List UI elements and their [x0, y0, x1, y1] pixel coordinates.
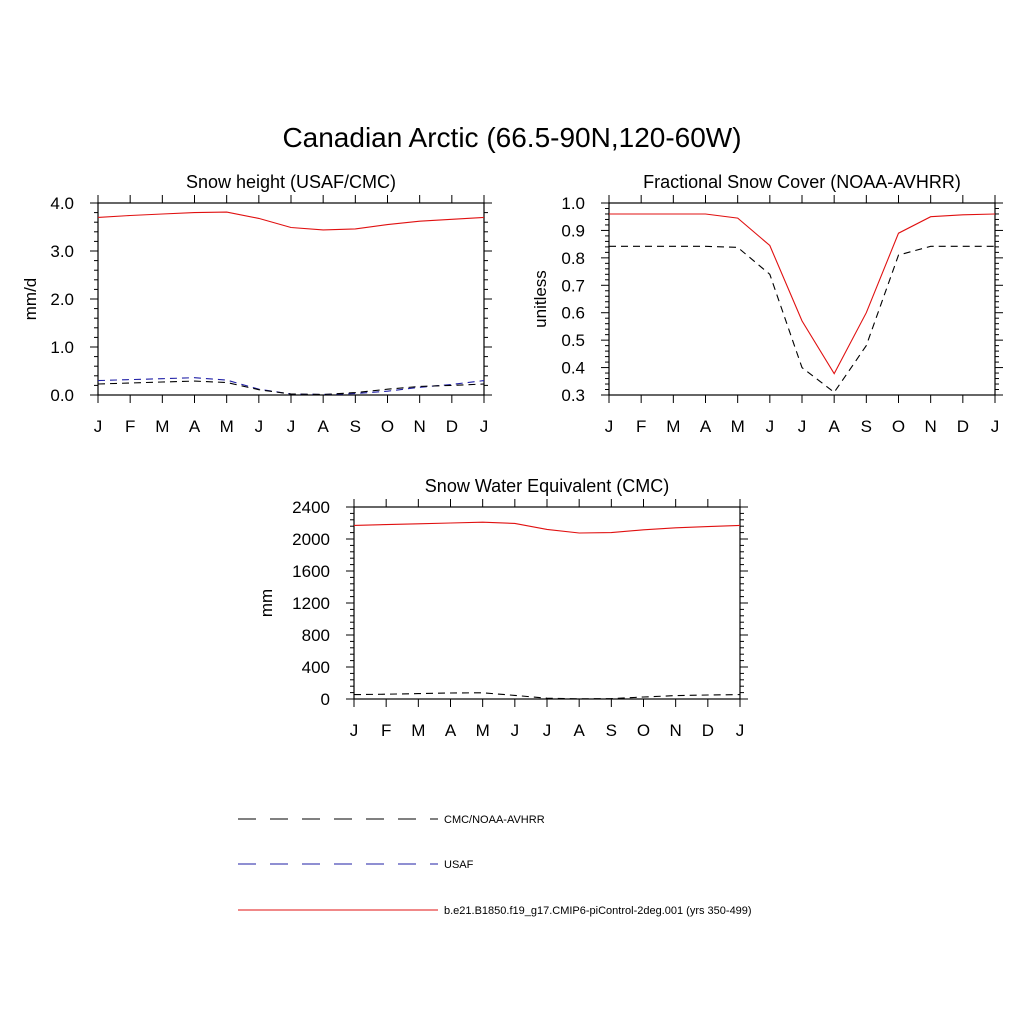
swe-ytick-label: 0 [321, 690, 330, 709]
snow-height-ytick-label: 0.0 [50, 386, 74, 405]
legend: CMC/NOAA-AVHRR USAF b.e21.B1850.f19_g17.CM… [238, 814, 752, 917]
legend-label-cmc: CMC/NOAA-AVHRR [444, 814, 545, 826]
snow-height-xtick-label: D [446, 417, 458, 436]
swe-ytick-label: 800 [302, 626, 330, 645]
snow-height-title: Snow height (USAF/CMC) [186, 172, 396, 192]
snow-cover-xtick-label: J [766, 417, 775, 436]
swe-title: Snow Water Equivalent (CMC) [425, 476, 669, 496]
swe-series-cmc [353, 692, 741, 700]
snow-height-frame [97, 202, 485, 396]
swe-ytick-label: 400 [302, 658, 330, 677]
snow-cover-xtick-label: A [700, 417, 712, 436]
snow-cover-series-model [609, 213, 996, 375]
swe-xtick-label: A [573, 721, 585, 740]
snow-cover-xtick-label: J [798, 417, 807, 436]
swe-xtick-label: N [670, 721, 682, 740]
snow-cover-xtick-label: A [828, 417, 840, 436]
snow-cover-xtick-label: N [925, 417, 937, 436]
legend-label-usaf: USAF [444, 859, 474, 871]
snow-cover-ytick-label: 0.5 [561, 331, 585, 350]
snow-cover-xtick-label: S [861, 417, 872, 436]
snow-cover-xtick-label: O [892, 417, 905, 436]
snow-cover-xtick-label: J [605, 417, 614, 436]
snow-height-ytick-label: 4.0 [50, 194, 74, 213]
swe-ytick-label: 1600 [292, 562, 330, 581]
swe-xtick-label: S [606, 721, 617, 740]
snow-cover-xtick-label: M [731, 417, 745, 436]
snow-cover-xtick-label: D [957, 417, 969, 436]
snow-height-xtick-label: J [287, 417, 296, 436]
snow-height-series-model [97, 211, 485, 231]
snow-height-xtick-label: J [94, 417, 103, 436]
snow-height-xtick-label: A [189, 417, 201, 436]
swe-xtick-label: D [702, 721, 714, 740]
plot-fractional-snow-cover: Fractional Snow Cover (NOAA-AVHRR) unitle… [531, 172, 1003, 436]
snow-cover-ytick-label: 0.9 [561, 221, 585, 240]
snow-cover-ytick-label: 0.4 [561, 359, 585, 378]
snow-cover-xtick-label: J [991, 417, 1000, 436]
swe-xtick-label: M [411, 721, 425, 740]
snow-height-xtick-label: J [480, 417, 489, 436]
snow-cover-ytick-label: 0.3 [561, 386, 585, 405]
swe-ytick-label: 2000 [292, 530, 330, 549]
snow-height-series-cmc [97, 380, 485, 396]
snow-cover-ytick-label: 0.6 [561, 304, 585, 323]
swe-ytick-label: 1200 [292, 594, 330, 613]
swe-xtick-label: F [381, 721, 391, 740]
snow-height-xtick-label: J [255, 417, 264, 436]
legend-label-model: b.e21.B1850.f19_g17.CMIP6-piControl-2deg… [444, 905, 752, 917]
swe-xtick-label: M [476, 721, 490, 740]
snow-height-xtick-label: M [155, 417, 169, 436]
snow-height-xtick-label: A [317, 417, 329, 436]
snow-cover-xtick-label: F [636, 417, 646, 436]
snow-height-xtick-label: F [125, 417, 135, 436]
swe-frame [353, 506, 741, 700]
snow-cover-series-cmc [609, 245, 995, 394]
snow-height-xtick-label: S [350, 417, 361, 436]
snow-height-ytick-label: 1.0 [50, 338, 74, 357]
swe-ylabel: mm [257, 589, 276, 617]
swe-xtick-label: J [736, 721, 745, 740]
swe-xtick-label: J [511, 721, 520, 740]
figure-title: Canadian Arctic (66.5-90N,120-60W) [282, 122, 742, 153]
snow-cover-ytick-label: 0.7 [561, 276, 585, 295]
swe-series-model [353, 521, 741, 534]
swe-xtick-label: J [350, 721, 359, 740]
swe-ytick-label: 2400 [292, 498, 330, 517]
swe-xtick-label: J [543, 721, 552, 740]
snow-height-ylabel: mm/d [21, 278, 40, 321]
plot-snow-height: Snow height (USAF/CMC)mm/dJ F M A M J J A S O N D J0… [21, 172, 492, 436]
snow-height-xtick-label: O [381, 417, 394, 436]
snow-cover-ytick-label: 1.0 [561, 194, 585, 213]
snow-height-xtick-label: N [414, 417, 426, 436]
plot-snow-water-equivalent: Snow Water Equivalent (CMC)mmJ F M A M J J A S O N… [257, 476, 748, 740]
snow-height-ytick-label: 2.0 [50, 290, 74, 309]
snow-cover-ytick-label: 0.8 [561, 249, 585, 268]
swe-xtick-label: A [445, 721, 457, 740]
snow-cover-xtick-label: M [666, 417, 680, 436]
snow-cover-title: Fractional Snow Cover (NOAA-AVHRR) [643, 172, 961, 192]
swe-xtick-label: O [637, 721, 650, 740]
snow-height-xtick-label: M [220, 417, 234, 436]
snow-height-ytick-label: 3.0 [50, 242, 74, 261]
snow-cover-ylabel: unitless [531, 270, 550, 328]
